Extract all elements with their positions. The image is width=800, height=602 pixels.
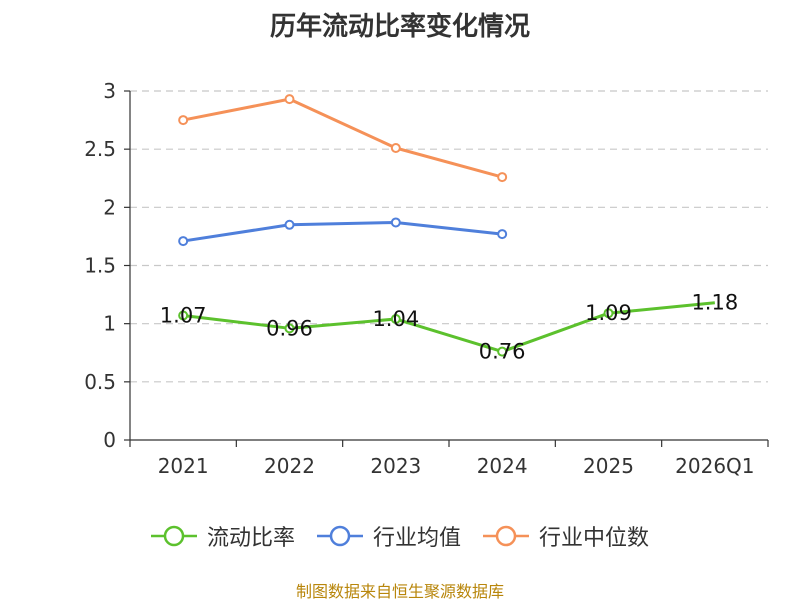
legend-item-current-ratio[interactable]: 流动比率 bbox=[150, 520, 295, 552]
legend-item-industry-mean[interactable]: 行业均值 bbox=[316, 520, 461, 552]
y-tick-label: 1 bbox=[103, 312, 116, 336]
data-point bbox=[497, 346, 508, 357]
x-tick-label: 2023 bbox=[370, 454, 421, 478]
y-tick-label: 0 bbox=[103, 428, 116, 452]
data-point bbox=[284, 323, 295, 334]
data-label: 1.04 bbox=[372, 307, 419, 331]
chart-title: 历年流动比率变化情况 bbox=[269, 12, 530, 42]
series-line bbox=[182, 97, 503, 179]
y-tick-label: 1.5 bbox=[84, 254, 116, 278]
legend-item-industry-median[interactable]: 行业中位数 bbox=[483, 520, 649, 552]
data-point bbox=[284, 219, 295, 230]
data-label: 1.09 bbox=[585, 301, 632, 325]
x-tick-label: 2022 bbox=[264, 454, 315, 478]
y-tick-label: 2.5 bbox=[84, 137, 116, 161]
legend-label-current-ratio: 流动比率 bbox=[206, 526, 295, 551]
data-point bbox=[178, 236, 189, 247]
x-tick-label: 2021 bbox=[158, 454, 209, 478]
data-point bbox=[497, 172, 508, 183]
legend-marker bbox=[329, 525, 351, 547]
data-label: 1.18 bbox=[691, 291, 738, 315]
x-tick-label: 2025 bbox=[583, 454, 634, 478]
legend-label-industry-mean: 行业均值 bbox=[372, 526, 461, 551]
data-point bbox=[284, 94, 295, 105]
legend-marker bbox=[495, 525, 517, 547]
y-tick-label: 3 bbox=[103, 79, 116, 103]
data-point bbox=[390, 143, 401, 154]
data-point bbox=[178, 115, 189, 126]
legend-line-icon bbox=[483, 525, 529, 547]
data-label: 0.96 bbox=[266, 316, 313, 340]
legend-line-icon bbox=[150, 525, 197, 547]
y-tick-label: 0.5 bbox=[84, 370, 116, 394]
data-point bbox=[390, 217, 401, 228]
series-line bbox=[182, 301, 715, 354]
axes: 0 0.5 1 1.5 2 2.5 3 2021 2022 2023 2024 2025 2026Q1 bbox=[84, 79, 769, 478]
data-label: 1.07 bbox=[160, 304, 207, 328]
data-label: 0.76 bbox=[479, 340, 526, 364]
source-note: 制图数据来自恒生聚源数据库 bbox=[295, 582, 504, 601]
grid bbox=[130, 90, 768, 383]
legend: 流动比率 行业均值 行业中位数 bbox=[0, 520, 800, 552]
legend-line-icon bbox=[316, 525, 363, 547]
legend-label-industry-median: 行业中位数 bbox=[539, 526, 650, 551]
legend-marker bbox=[163, 525, 185, 547]
series-line bbox=[182, 220, 503, 243]
data-point bbox=[603, 308, 614, 319]
data-point bbox=[390, 314, 401, 325]
x-tick-label: 2026Q1 bbox=[675, 454, 754, 478]
data-point bbox=[178, 310, 189, 321]
series-layer bbox=[178, 94, 715, 357]
y-tick-label: 2 bbox=[103, 195, 116, 219]
data-point bbox=[497, 229, 508, 240]
x-tick-label: 2024 bbox=[477, 454, 528, 478]
data-labels: 1.07 0.96 1.04 0.76 1.09 1.18 bbox=[160, 291, 738, 364]
